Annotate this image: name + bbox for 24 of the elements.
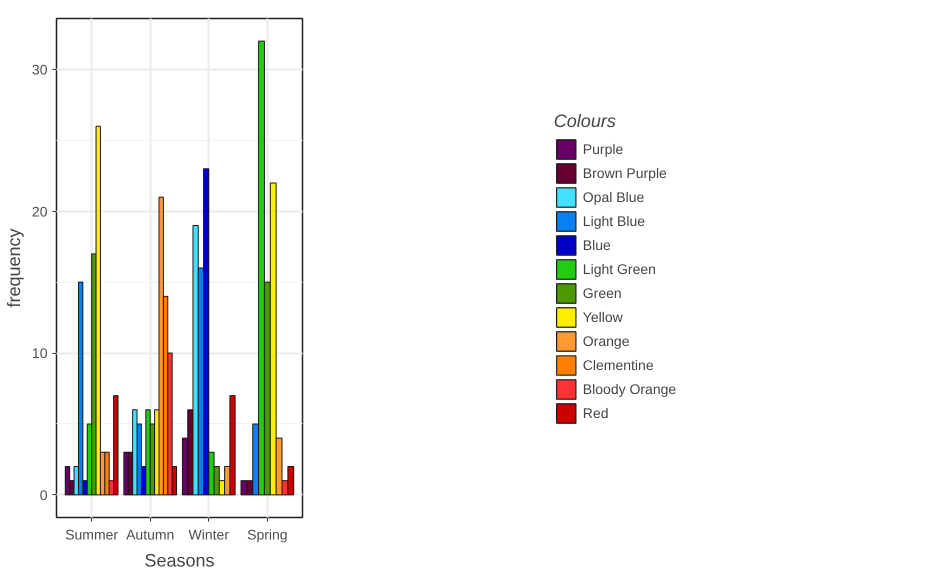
legend-label: Blue — [582, 236, 611, 254]
y-tick-label: 20 — [32, 203, 48, 220]
x-tick-label: Autumn — [126, 526, 174, 542]
legend-label: Orange — [582, 332, 630, 351]
x-tick-label: Spring — [247, 526, 288, 542]
y-tick-label: 0 — [40, 486, 48, 503]
legend-label: Opal Blue — [582, 188, 644, 207]
legend-label: Red — [582, 404, 608, 422]
legend-label: Bloody Orange — [582, 380, 676, 399]
x-tick-label: Summer — [65, 526, 118, 542]
bar — [78, 282, 84, 496]
y-axis-title: frequency — [4, 228, 24, 308]
y-tick-label: 30 — [32, 62, 48, 78]
legend-label: Light Green — [582, 260, 656, 279]
legend-label: Light Blue — [582, 212, 646, 231]
legend-label: Brown Purple — [582, 164, 667, 183]
y-tick-label: 10 — [32, 345, 48, 362]
x-axis-title: Seasons — [144, 550, 215, 570]
legend-title: Colours — [554, 110, 617, 132]
legend-label: Clementine — [582, 356, 654, 374]
legend-label: Green — [582, 284, 622, 302]
legend-label: Purple — [582, 140, 624, 159]
legend-label: Yellow — [582, 308, 623, 326]
x-tick-label: Winter — [188, 526, 230, 542]
